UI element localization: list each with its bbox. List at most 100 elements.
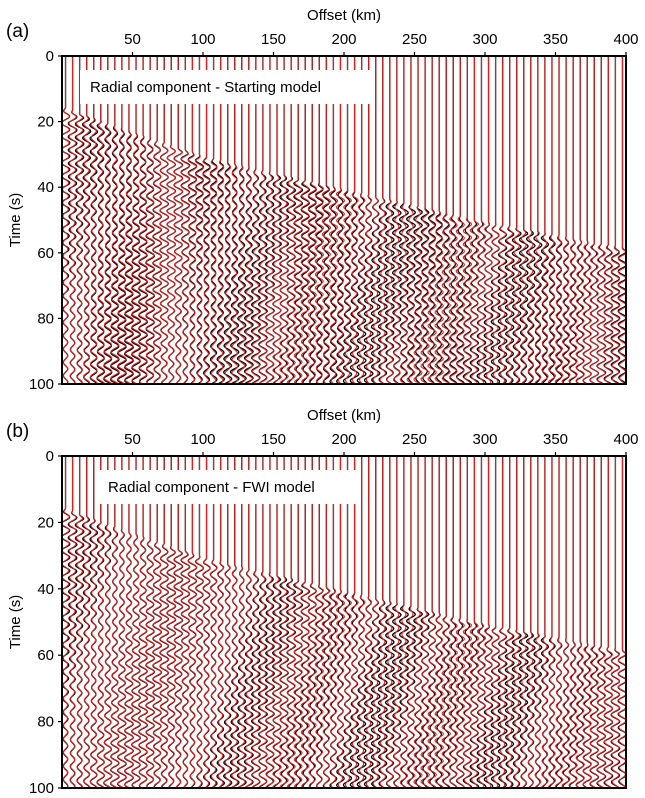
synthetic-trace xyxy=(406,456,416,788)
synthetic-trace xyxy=(343,56,352,384)
synthetic-trace xyxy=(321,456,332,788)
synthetic-trace xyxy=(328,56,339,384)
synthetic-trace xyxy=(231,456,239,788)
synthetic-trace xyxy=(224,456,231,788)
x-tick-label: 150 xyxy=(261,431,286,448)
synthetic-trace xyxy=(279,456,289,788)
synthetic-trace xyxy=(420,456,430,788)
synthetic-trace xyxy=(491,56,500,384)
synthetic-trace xyxy=(427,456,437,788)
synthetic-trace xyxy=(187,456,198,788)
trace-group xyxy=(62,456,626,788)
synthetic-trace xyxy=(166,456,176,788)
synthetic-trace xyxy=(187,56,198,384)
synthetic-trace xyxy=(103,456,113,788)
synthetic-trace xyxy=(145,456,155,788)
y-tick-label: 100 xyxy=(29,780,54,797)
synthetic-trace xyxy=(513,456,521,788)
synthetic-trace xyxy=(448,56,458,384)
x-tick-label: 200 xyxy=(331,431,356,448)
synthetic-trace xyxy=(350,56,359,384)
synthetic-trace xyxy=(152,456,162,788)
x-tick-label: 300 xyxy=(472,431,497,448)
synthetic-trace xyxy=(575,56,585,384)
y-tick-label: 20 xyxy=(37,514,54,531)
synthetic-trace xyxy=(420,56,430,384)
synthetic-trace xyxy=(75,56,84,384)
synthetic-trace xyxy=(541,456,549,788)
synthetic-trace xyxy=(399,456,409,788)
synthetic-trace xyxy=(617,56,626,384)
x-tick-label: 100 xyxy=(190,31,215,48)
synthetic-trace xyxy=(575,456,585,788)
synthetic-trace xyxy=(75,456,84,788)
synthetic-trace xyxy=(484,456,493,788)
x-tick-label: 400 xyxy=(613,31,638,48)
synthetic-trace xyxy=(406,56,416,384)
annotation-text: Radial component - Starting model xyxy=(90,79,321,96)
synthetic-trace xyxy=(427,56,437,384)
synthetic-trace xyxy=(596,456,607,788)
y-axis-title: Time (s) xyxy=(7,595,24,649)
trace-group xyxy=(62,56,626,384)
synthetic-trace xyxy=(307,456,317,788)
synthetic-trace xyxy=(216,456,225,788)
synthetic-trace xyxy=(513,56,520,384)
synthetic-trace xyxy=(561,456,571,788)
synthetic-trace xyxy=(357,56,366,384)
synthetic-trace xyxy=(244,56,253,384)
synthetic-trace xyxy=(96,456,105,788)
x-tick-label: 400 xyxy=(613,431,638,448)
synthetic-trace xyxy=(589,56,599,384)
synthetic-trace xyxy=(202,56,211,384)
synthetic-trace xyxy=(224,56,232,384)
synthetic-trace xyxy=(484,56,493,384)
synthetic-trace xyxy=(413,456,423,788)
synthetic-trace xyxy=(173,456,184,788)
synthetic-trace xyxy=(455,456,466,788)
synthetic-trace xyxy=(392,456,401,788)
synthetic-trace xyxy=(124,56,134,384)
synthetic-trace xyxy=(448,456,458,788)
annotation-text: Radial component - FWI model xyxy=(108,479,315,496)
synthetic-trace xyxy=(238,456,246,788)
synthetic-trace xyxy=(527,456,534,788)
synthetic-trace xyxy=(117,456,127,788)
synthetic-trace xyxy=(96,56,106,384)
synthetic-trace xyxy=(520,56,527,384)
synthetic-trace xyxy=(372,456,379,788)
y-axis-title: Time (s) xyxy=(7,193,24,247)
synthetic-trace xyxy=(386,456,394,788)
synthetic-trace xyxy=(103,56,113,384)
synthetic-trace xyxy=(82,56,91,384)
synthetic-trace xyxy=(244,456,253,788)
panel-label: (a) xyxy=(6,21,29,42)
synthetic-trace xyxy=(138,56,148,384)
y-tick-label: 80 xyxy=(37,310,54,327)
x-tick-label: 350 xyxy=(543,431,568,448)
synthetic-trace xyxy=(498,456,507,788)
synthetic-trace xyxy=(413,56,423,384)
synthetic-trace xyxy=(476,456,486,788)
synthetic-trace xyxy=(258,56,268,384)
synthetic-trace xyxy=(110,56,120,384)
synthetic-trace xyxy=(582,456,592,788)
synthetic-trace xyxy=(335,56,345,384)
synthetic-trace xyxy=(321,56,332,384)
synthetic-trace xyxy=(547,56,556,384)
synthetic-trace xyxy=(386,56,394,384)
synthetic-trace xyxy=(251,456,261,788)
synthetic-trace xyxy=(166,56,176,384)
annotation-box xyxy=(80,70,370,104)
synthetic-trace xyxy=(194,56,205,384)
synthetic-trace xyxy=(180,56,191,384)
synthetic-trace xyxy=(307,56,317,384)
synthetic-trace xyxy=(455,56,466,384)
synthetic-trace xyxy=(589,456,599,788)
y-tick-label: 0 xyxy=(46,48,54,65)
synthetic-trace xyxy=(286,56,296,384)
x-tick-label: 350 xyxy=(543,31,568,48)
synthetic-trace xyxy=(328,456,339,788)
synthetic-trace xyxy=(392,56,401,384)
synthetic-trace xyxy=(145,56,155,384)
